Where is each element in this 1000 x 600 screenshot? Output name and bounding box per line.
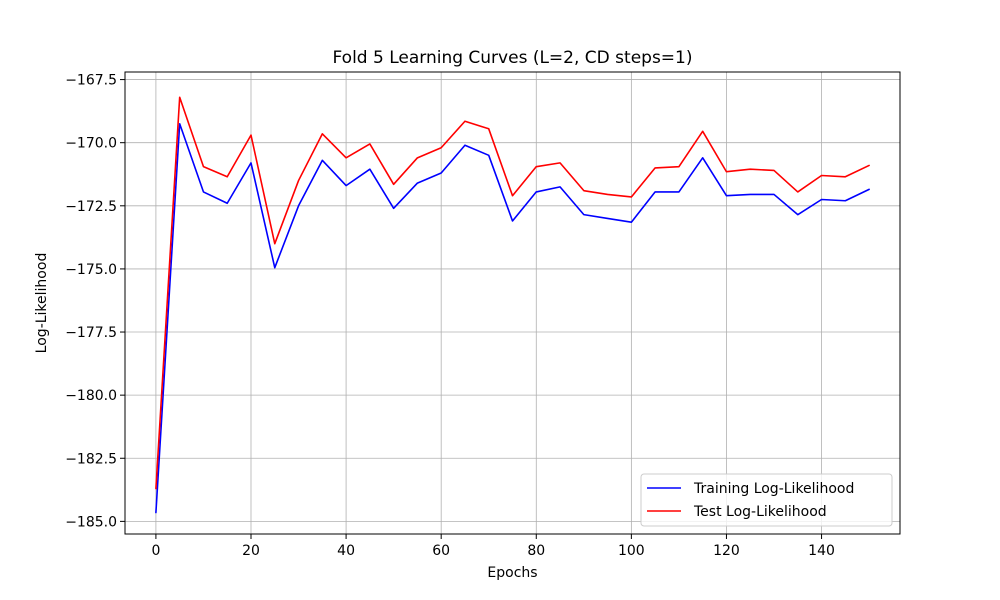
legend-label: Training Log-Likelihood xyxy=(693,481,854,497)
x-tick-label: 40 xyxy=(337,543,355,559)
x-tick-label: 60 xyxy=(432,543,450,559)
y-axis-label: Log-Likelihood xyxy=(34,253,50,354)
axis-ticks: 0 20 40 60 80 100 120 140 −185.0 −182.5 −180.0 −177… xyxy=(65,73,835,559)
y-tick-label: −167.5 xyxy=(65,73,117,89)
series-line-training xyxy=(155,122,870,514)
grid xyxy=(125,72,900,534)
legend: Training Log-Likelihood Test Log-Likeliho… xyxy=(640,473,893,527)
plot-area-frame xyxy=(124,71,901,535)
x-tick-label: 140 xyxy=(808,543,835,559)
series-line-test xyxy=(155,96,870,490)
x-axis-label: Epochs xyxy=(487,565,537,581)
y-tick-label: −177.5 xyxy=(65,325,117,341)
chart-title: Fold 5 Learning Curves (L=2, CD steps=1) xyxy=(333,48,693,68)
y-tick-label: −185.0 xyxy=(65,514,117,530)
y-tick-label: −172.5 xyxy=(65,199,117,215)
legend-label: Test Log-Likelihood xyxy=(693,504,827,520)
x-tick-label: 0 xyxy=(151,543,160,559)
y-tick-label: −175.0 xyxy=(65,262,117,278)
series-lines xyxy=(155,96,870,514)
x-tick-label: 80 xyxy=(527,543,545,559)
x-tick-label: 20 xyxy=(242,543,260,559)
legend-box xyxy=(640,473,893,527)
y-tick-label: −180.0 xyxy=(65,388,117,404)
y-tick-label: −170.0 xyxy=(65,136,117,152)
x-tick-label: 120 xyxy=(713,543,740,559)
y-tick-label: −182.5 xyxy=(65,451,117,467)
x-tick-label: 100 xyxy=(618,543,645,559)
